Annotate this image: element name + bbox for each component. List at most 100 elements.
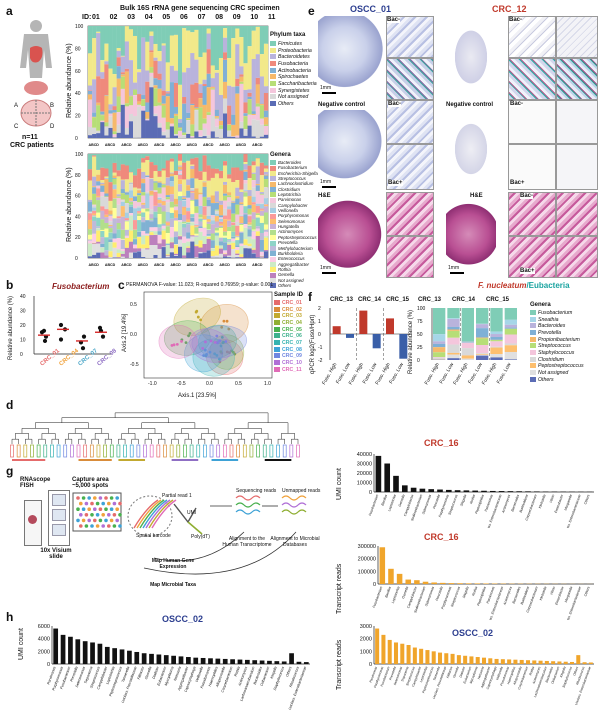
d-leaf-label bbox=[116, 444, 121, 458]
genera-segment bbox=[88, 180, 93, 200]
genera-segment bbox=[104, 255, 109, 258]
genera-legend-item: Aggregatibacter bbox=[270, 262, 332, 267]
genera-segment bbox=[223, 250, 228, 254]
genera-legend-swatch bbox=[270, 229, 276, 235]
genera-segment bbox=[173, 255, 179, 258]
g-chart2-xtick: Burkholderia bbox=[520, 586, 530, 605]
genera-segment bbox=[227, 219, 232, 221]
phylum-segment bbox=[124, 68, 130, 72]
phylum-segment bbox=[100, 111, 105, 115]
c-point bbox=[188, 332, 192, 335]
phylum-legend-swatch bbox=[270, 74, 276, 80]
genera-segment bbox=[218, 227, 224, 229]
phylum-segment bbox=[133, 89, 138, 96]
ra-ytick: 100 bbox=[417, 306, 426, 312]
genera-segment bbox=[227, 239, 232, 241]
h-chart2-xtick: Veillonella bbox=[495, 666, 504, 681]
oscc02-reads-ylabel: Transcript reads bbox=[336, 639, 343, 690]
h-chart1-xtick: Pseudomonas bbox=[200, 666, 212, 689]
genera-segment bbox=[218, 223, 224, 226]
genera-segment bbox=[100, 247, 105, 253]
genera-segment bbox=[202, 252, 207, 258]
h-chart1-xtick: Neisseria bbox=[173, 666, 182, 681]
phylum-segment bbox=[227, 124, 232, 125]
h-chart2-xtick: Others bbox=[572, 666, 579, 677]
genera-segment bbox=[198, 205, 203, 215]
genera-segment bbox=[133, 244, 138, 249]
d-leaf-label bbox=[242, 444, 247, 458]
phylum-segment bbox=[194, 107, 199, 110]
genera-segment bbox=[247, 226, 252, 230]
genera-segment bbox=[198, 218, 203, 222]
genera-legend-title: Genera bbox=[270, 152, 291, 158]
g-chart2-bar bbox=[465, 583, 472, 584]
genera-segment bbox=[173, 255, 179, 256]
phylum-legend-text: Actinobacteria bbox=[278, 67, 311, 74]
ra-xtick: Fuso. Low bbox=[496, 362, 513, 385]
genera-segment bbox=[186, 190, 191, 198]
phylum-segment bbox=[108, 68, 113, 105]
ra-group-CRC_14: CRC_14 bbox=[452, 297, 476, 303]
genera-segment bbox=[137, 251, 142, 258]
g-chart1-bar bbox=[516, 491, 523, 492]
genera-segment bbox=[112, 208, 117, 219]
phylum-segment bbox=[161, 103, 166, 106]
genera-segment bbox=[198, 214, 203, 218]
d-leaf-label bbox=[10, 444, 14, 458]
genera-segment bbox=[149, 214, 154, 219]
genera-legend-swatch bbox=[270, 219, 276, 225]
c-point bbox=[216, 341, 219, 345]
phylum-segment bbox=[235, 78, 240, 87]
ra-segment bbox=[504, 324, 517, 328]
genera-segment bbox=[124, 179, 130, 192]
genera-segment bbox=[206, 236, 211, 239]
genera-segment bbox=[231, 238, 236, 242]
capture-spot bbox=[93, 518, 97, 523]
umi-label: UMI bbox=[187, 510, 197, 516]
d-leaf-label bbox=[76, 444, 81, 458]
genera-segment bbox=[231, 182, 236, 201]
genera-segment bbox=[194, 246, 199, 258]
genera-segment bbox=[137, 220, 142, 232]
phylum-segment bbox=[263, 124, 269, 127]
genera-segment bbox=[124, 218, 130, 221]
phylum-ytick: 80 bbox=[75, 46, 81, 52]
genera-segment bbox=[116, 204, 121, 217]
genera-segment bbox=[182, 179, 187, 196]
genera-segment bbox=[178, 174, 183, 180]
g-chart2-bar bbox=[379, 547, 386, 584]
genera-segment bbox=[198, 226, 203, 229]
genera-segment bbox=[214, 232, 220, 235]
genera-legend-item: Actinomyces bbox=[270, 229, 332, 235]
genera-segment bbox=[235, 180, 240, 188]
crc12-bac-minus-zoom2 bbox=[556, 16, 598, 58]
phylum-segment bbox=[202, 79, 207, 85]
genera-segment bbox=[153, 206, 158, 212]
phylum-segment bbox=[263, 26, 269, 44]
genera-segment bbox=[247, 248, 252, 258]
phylum-segment bbox=[214, 117, 220, 119]
crc12-negctrl-zoom3 bbox=[556, 100, 598, 144]
c-point bbox=[187, 334, 190, 338]
genera-segment bbox=[124, 221, 130, 230]
genera-segment bbox=[223, 235, 228, 238]
phylum-segment bbox=[141, 106, 146, 111]
genera-segment bbox=[251, 154, 256, 162]
g-chart1-bar bbox=[393, 475, 399, 492]
dendrogram bbox=[10, 412, 300, 461]
genera-segment bbox=[145, 249, 150, 258]
genera-segment bbox=[157, 182, 162, 188]
genera-segment bbox=[243, 196, 248, 207]
capture-spot bbox=[90, 501, 94, 506]
g-chart2-bar bbox=[405, 579, 412, 584]
phylum-segment bbox=[128, 105, 134, 114]
phylum-legend-text: Firmicutes bbox=[278, 40, 302, 47]
crc12-negctrl-zoom1 bbox=[508, 100, 556, 144]
genera-segment bbox=[173, 244, 179, 254]
genera-segment bbox=[263, 212, 269, 225]
genera-segment bbox=[202, 154, 207, 156]
genera-segment bbox=[165, 226, 171, 234]
ra-segment bbox=[476, 328, 489, 338]
capture-spot bbox=[98, 518, 103, 523]
genera-segment bbox=[259, 204, 265, 209]
